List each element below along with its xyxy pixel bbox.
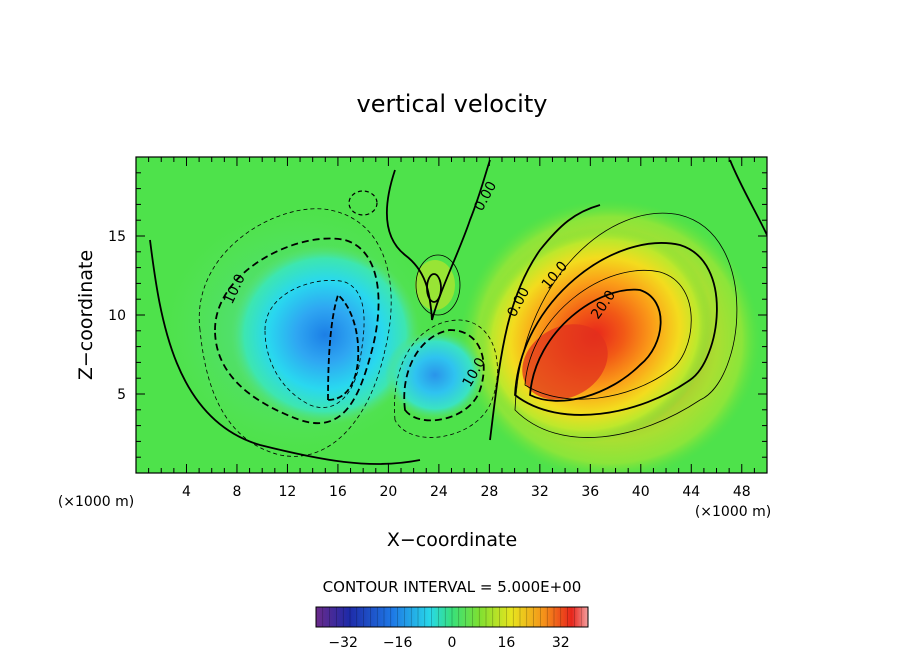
y-tick-label: 5 (117, 387, 126, 403)
contour-zero-right (489, 204, 601, 441)
contour-weak-updraft (426, 273, 442, 303)
colorbar-tick-label: −32 (328, 635, 358, 651)
contour-interval-text: CONTOUR INTERVAL = 5.000E+00 (323, 578, 582, 596)
contour-downdraft-5 (198, 208, 392, 457)
plot-area (136, 157, 767, 473)
weak-updraft-top (415, 260, 455, 310)
contour-zero-upper (385, 159, 491, 321)
x-tick-label: 48 (733, 484, 751, 500)
x-tick-label: 40 (632, 484, 650, 500)
x-tick-label: 20 (379, 484, 397, 500)
x-tick-label: 16 (329, 484, 347, 500)
downdraft-region-west (230, 245, 420, 425)
contour-zero-left (149, 239, 421, 465)
contour-zero-right-edge (729, 159, 767, 236)
contour-downdraft-central-5 (394, 319, 498, 438)
colorbar-tick-labels: −32 −16 0 16 32 (328, 635, 569, 651)
contour-updraft-10 (514, 242, 718, 416)
contour-lines (149, 159, 767, 465)
contour-updraft-15 (524, 270, 692, 400)
x-tick-label: 28 (480, 484, 498, 500)
contour-downdraft-central-10 (403, 329, 485, 422)
contour-labels: 10.0 10.0 0.00 0.00 10.0 20.0 (221, 179, 619, 390)
x-tick-label: 44 (682, 484, 700, 500)
x-unit-label-left: (×1000 m) (58, 494, 134, 510)
downdraft-region-central (385, 330, 485, 420)
y-tick-label: 10 (108, 308, 126, 324)
contour-downdraft-core (327, 293, 360, 401)
x-tick-label: 12 (279, 484, 297, 500)
x-unit-label-right: (×1000 m) (695, 504, 771, 520)
contour-weak-updraft-outer (415, 254, 461, 316)
x-tick-label: 24 (430, 484, 448, 500)
colorbar-tick-label: −16 (383, 635, 413, 651)
colorbar-tick-label: 32 (552, 635, 570, 651)
x-axis-ticks: 4 8 12 16 20 24 28 32 36 40 44 48 (148, 157, 755, 500)
x-axis-label: X−coordinate (387, 529, 517, 551)
updraft-core (522, 324, 608, 400)
chart-title: vertical velocity (357, 90, 548, 118)
colorbar-tick-label: 0 (448, 635, 457, 651)
contour-downdraft-15 (264, 279, 365, 408)
y-tick-label: 15 (108, 229, 126, 245)
colorbar-divisions (322, 607, 582, 627)
contour-updraft-20 (529, 288, 662, 402)
y-axis-label: Z−coordinate (75, 250, 97, 380)
x-tick-label: 36 (581, 484, 599, 500)
contour-small-cell (348, 190, 378, 216)
contour-updraft-outer (514, 212, 738, 438)
x-tick-label: 32 (531, 484, 549, 500)
colorbar-tick-label: 16 (497, 635, 515, 651)
x-tick-label: 8 (232, 484, 241, 500)
y-axis-ticks: 5 10 15 (108, 172, 767, 458)
x-tick-label: 4 (182, 484, 191, 500)
